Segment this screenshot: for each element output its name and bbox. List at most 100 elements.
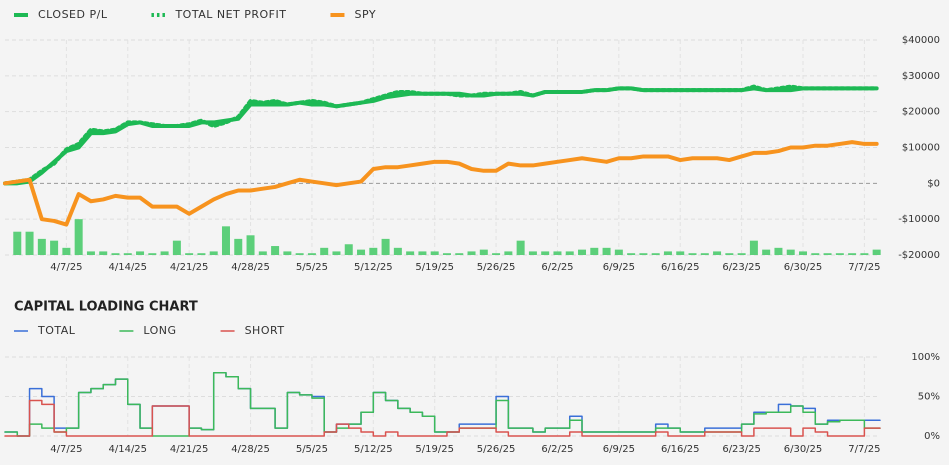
legend-label: SHORT bbox=[245, 324, 285, 337]
bar bbox=[123, 253, 132, 255]
bar bbox=[614, 249, 623, 255]
bar bbox=[295, 253, 304, 255]
bar bbox=[651, 253, 660, 255]
bar bbox=[860, 253, 869, 255]
bar bbox=[62, 247, 71, 255]
bar bbox=[430, 251, 439, 255]
bar bbox=[713, 251, 722, 255]
y-tick-label: $10000 bbox=[902, 143, 940, 154]
bar bbox=[136, 251, 145, 255]
bar bbox=[688, 253, 697, 255]
y-tick-label: $20000 bbox=[902, 107, 940, 118]
series-line bbox=[3, 86, 879, 186]
bar bbox=[172, 240, 181, 255]
bar bbox=[676, 251, 685, 255]
bar bbox=[418, 251, 427, 255]
x-tick-label: 5/5/25 bbox=[296, 262, 328, 273]
bar bbox=[25, 231, 34, 255]
bar bbox=[848, 253, 857, 255]
bar bbox=[344, 244, 353, 255]
series-line bbox=[3, 84, 879, 186]
bar bbox=[578, 249, 587, 255]
bar bbox=[283, 251, 292, 255]
bar bbox=[246, 235, 255, 255]
x-tick-label: 6/30/25 bbox=[784, 262, 823, 273]
legend-label: LONG bbox=[143, 324, 176, 337]
x-tick-label: 6/30/25 bbox=[784, 444, 823, 455]
bar bbox=[749, 240, 758, 255]
bar bbox=[221, 226, 230, 255]
bar bbox=[663, 251, 672, 255]
bar bbox=[762, 249, 771, 255]
x-tick-label: 4/14/25 bbox=[108, 262, 147, 273]
bar bbox=[258, 251, 267, 255]
y-tick-label: 0% bbox=[924, 431, 940, 442]
x-tick-label: 5/12/25 bbox=[354, 444, 393, 455]
y-tick-label: 50% bbox=[918, 392, 940, 403]
legend-label: CLOSED P/L bbox=[38, 8, 108, 21]
x-tick-label: 4/28/25 bbox=[231, 262, 270, 273]
bar bbox=[74, 219, 83, 255]
y-tick-label: $0 bbox=[927, 178, 940, 189]
bar bbox=[234, 238, 243, 255]
bar bbox=[357, 249, 366, 255]
bar bbox=[835, 253, 844, 255]
y-tick-label: $30000 bbox=[902, 71, 940, 82]
bar bbox=[393, 247, 402, 255]
bar bbox=[86, 251, 95, 255]
x-tick-label: 6/2/25 bbox=[541, 444, 573, 455]
x-tick-label: 5/5/25 bbox=[296, 444, 328, 455]
x-tick-label: 4/7/25 bbox=[50, 262, 82, 273]
bar bbox=[111, 253, 120, 255]
chart-title: CAPITAL LOADING CHART bbox=[14, 300, 198, 315]
bar bbox=[590, 247, 599, 255]
bar bbox=[442, 253, 451, 255]
x-tick-label: 4/7/25 bbox=[50, 444, 82, 455]
legend: CLOSED P/L TOTAL NET PROFIT SPY bbox=[14, 8, 376, 21]
x-tick-label: 5/26/25 bbox=[477, 262, 516, 273]
x-tick-label: 6/9/25 bbox=[603, 444, 635, 455]
bar bbox=[872, 249, 881, 255]
bar bbox=[37, 238, 46, 255]
bar bbox=[197, 253, 206, 255]
legend-label: TOTAL NET PROFIT bbox=[174, 8, 286, 21]
bar bbox=[774, 247, 783, 255]
bar bbox=[332, 251, 341, 255]
bar bbox=[541, 251, 550, 255]
x-tick-label: 6/16/25 bbox=[661, 444, 700, 455]
bar bbox=[369, 247, 378, 255]
bar bbox=[639, 253, 648, 255]
bar bbox=[492, 253, 501, 255]
series-line bbox=[4, 399, 881, 437]
bar bbox=[516, 240, 525, 255]
bar bbox=[148, 253, 157, 255]
bar bbox=[799, 251, 807, 255]
y-tick-label: -$20000 bbox=[898, 250, 940, 261]
x-tick-label: 5/19/25 bbox=[415, 444, 454, 455]
bar bbox=[700, 253, 709, 255]
x-tick-label: 5/19/25 bbox=[415, 262, 454, 273]
bar bbox=[320, 247, 329, 255]
series-line bbox=[3, 140, 879, 227]
bar bbox=[209, 251, 218, 255]
bar bbox=[160, 251, 169, 255]
bar bbox=[381, 238, 390, 255]
bar bbox=[528, 251, 537, 255]
x-tick-label: 4/14/25 bbox=[108, 444, 147, 455]
bar bbox=[50, 240, 59, 255]
y-tick-label: -$10000 bbox=[898, 214, 940, 225]
bar bbox=[627, 253, 636, 255]
bar bbox=[406, 251, 415, 255]
x-tick-label: 5/26/25 bbox=[477, 444, 516, 455]
bar bbox=[99, 251, 108, 255]
x-tick-label: 7/7/25 bbox=[848, 262, 880, 273]
bar bbox=[271, 246, 280, 255]
series-line bbox=[4, 372, 881, 437]
legend: TOTAL LONG SHORT bbox=[14, 324, 285, 337]
bar bbox=[13, 231, 22, 255]
bar bbox=[565, 251, 574, 255]
x-tick-label: 6/2/25 bbox=[541, 262, 573, 273]
bar bbox=[467, 251, 476, 255]
y-tick-label: $40000 bbox=[902, 35, 940, 46]
